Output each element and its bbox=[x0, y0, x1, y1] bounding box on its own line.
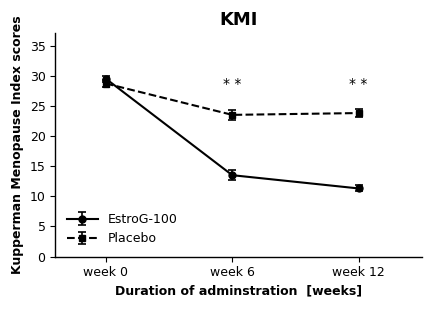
Y-axis label: Kupperman Menopause Index scores: Kupperman Menopause Index scores bbox=[11, 16, 24, 274]
X-axis label: Duration of adminstration  [weeks]: Duration of adminstration [weeks] bbox=[115, 285, 362, 298]
Text: * *: * * bbox=[223, 77, 242, 91]
Legend: EstroG-100, Placebo: EstroG-100, Placebo bbox=[61, 208, 183, 250]
Text: * *: * * bbox=[349, 77, 368, 91]
Title: KMI: KMI bbox=[220, 11, 258, 29]
